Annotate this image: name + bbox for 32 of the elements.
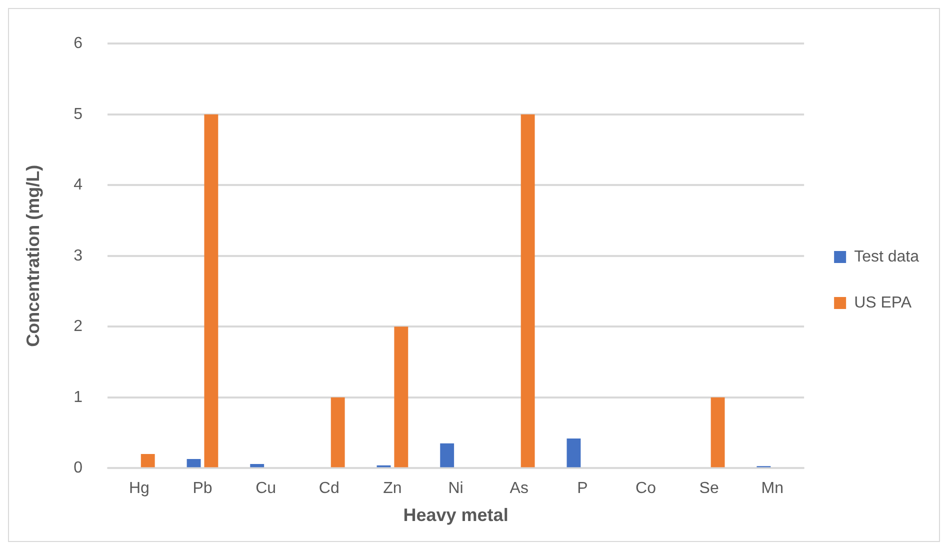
bar: [140, 454, 155, 468]
y-axis-title: Concentration (mg/L): [22, 164, 43, 347]
y-tick-label: 1: [74, 388, 83, 406]
x-tick-label: Se: [699, 480, 719, 498]
y-tick-label: 4: [74, 176, 83, 194]
bar: [330, 397, 345, 468]
bar: [710, 397, 725, 468]
y-tick-label: 0: [74, 460, 83, 477]
x-axis-title: Heavy metal: [403, 505, 508, 526]
bar: [566, 438, 581, 468]
bar: [440, 443, 454, 468]
x-tick-label: Co: [636, 480, 656, 498]
legend-label: US EPA: [854, 294, 912, 312]
x-tick-label: P: [577, 480, 588, 498]
bar: [394, 326, 408, 468]
x-tick-label: Mn: [761, 480, 784, 498]
y-tick-label: 2: [74, 318, 83, 336]
x-tick-label: Hg: [128, 480, 150, 498]
bar: [204, 114, 218, 468]
bar: [186, 459, 201, 468]
bar: [520, 114, 535, 468]
bar: [250, 464, 264, 468]
y-tick-label: 6: [74, 35, 83, 52]
y-tick-label: 3: [74, 247, 83, 264]
x-tick-label: As: [510, 480, 528, 498]
x-tick-label: Pb: [192, 480, 212, 498]
y-tick-label: 5: [74, 106, 83, 123]
x-tick-label: Cd: [318, 480, 340, 498]
x-tick-label: Cu: [256, 480, 276, 498]
x-tick-label: Ni: [448, 480, 464, 498]
x-tick-label: Zn: [383, 480, 402, 498]
legend-label: Test data: [854, 248, 920, 266]
